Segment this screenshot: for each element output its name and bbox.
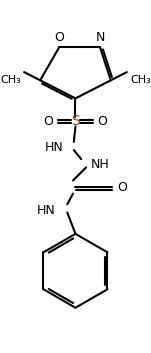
Text: O: O [117,181,127,195]
Text: O: O [54,31,64,44]
Text: O: O [98,115,108,128]
Text: HN: HN [37,204,56,216]
Text: S: S [71,114,80,128]
Text: O: O [43,115,53,128]
Text: HN: HN [45,141,64,154]
Text: CH₃: CH₃ [130,74,151,85]
Text: NH: NH [91,157,110,170]
Text: N: N [95,31,105,44]
Text: CH₃: CH₃ [0,74,21,85]
